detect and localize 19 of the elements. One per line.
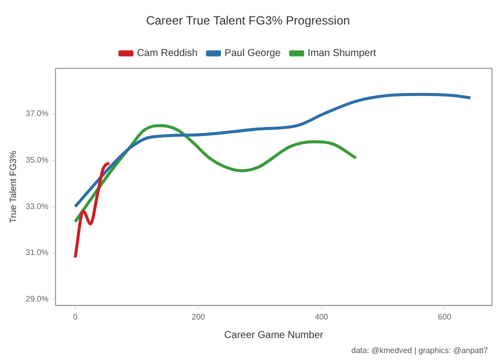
line-series (74, 161, 111, 259)
y-tick-label: 29.0% (26, 294, 48, 304)
chart-title: Career True Talent FG3% Progression (146, 14, 350, 28)
line-series (74, 92, 472, 208)
x-tick-label: 200 (192, 312, 206, 322)
x-tick-label: 600 (438, 312, 452, 322)
x-tick-label: 400 (314, 312, 329, 322)
line-series (74, 124, 358, 224)
y-tick-label: 33.0% (26, 202, 48, 211)
legend-label: Cam Reddish (136, 48, 198, 60)
x-axis-title: Career Game Number (224, 330, 324, 341)
legend-label: Paul George (224, 48, 282, 60)
y-tick-label: 35.0% (26, 155, 48, 164)
y-axis-title: True Talent FG3% (8, 150, 18, 224)
x-tick-label: 0 (72, 312, 78, 322)
text: data: @kmedved | graphics: @anpatt7 (351, 346, 488, 355)
y-tick-label: 31.0% (26, 248, 48, 258)
legend-label: Iman Shumpert (308, 48, 376, 60)
y-tick-label: 37.0% (26, 109, 48, 118)
